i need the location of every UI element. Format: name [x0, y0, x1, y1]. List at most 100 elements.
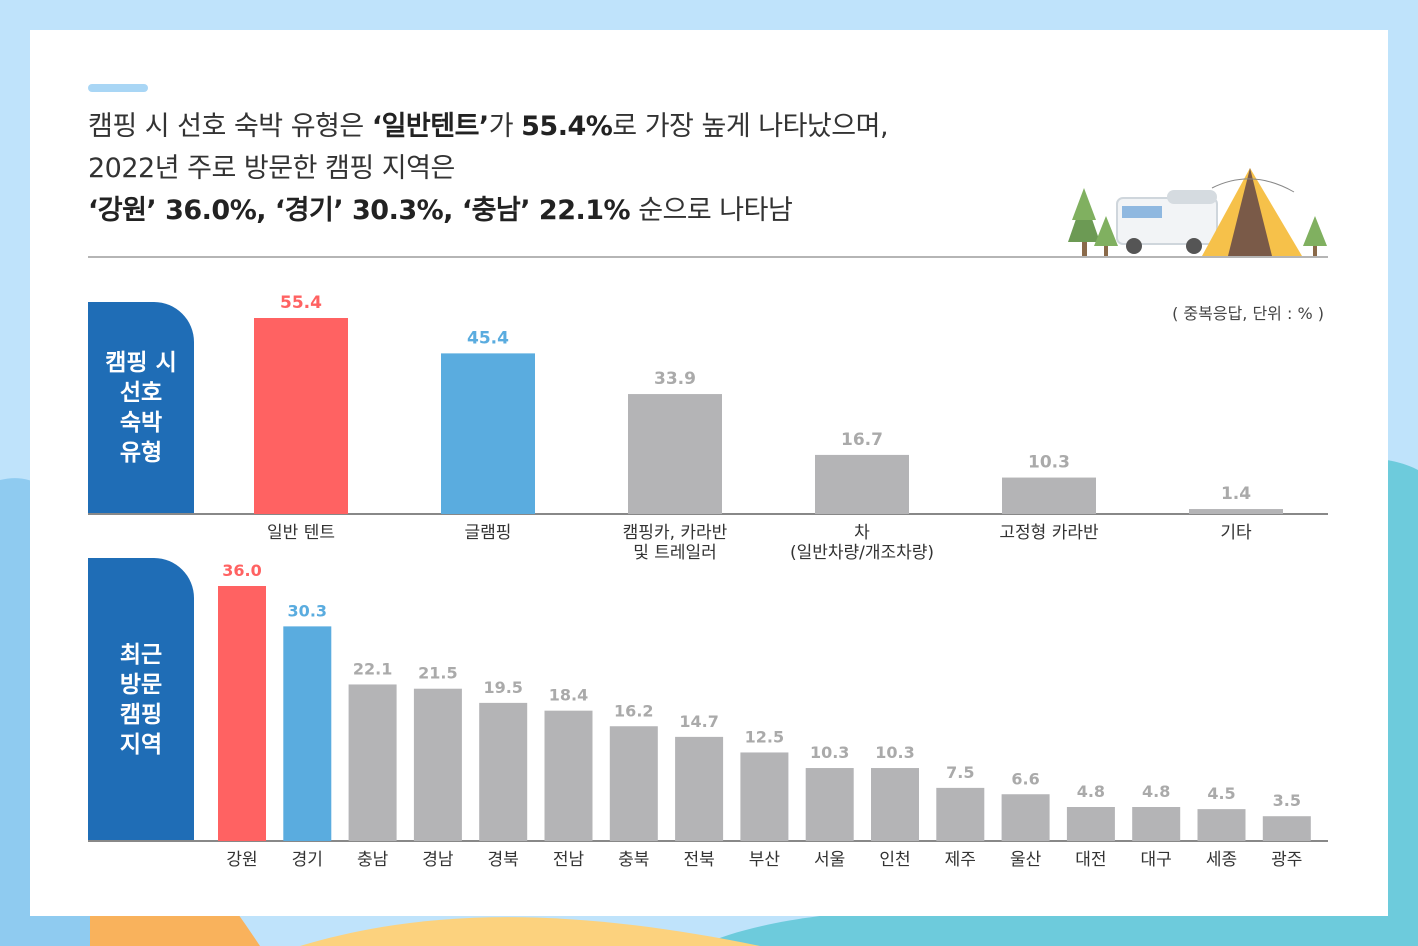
data-label: 45.4 [467, 328, 509, 348]
category-label: 글램핑 [465, 523, 512, 543]
category-label: 일반 텐트 [267, 523, 335, 543]
bar [871, 768, 919, 841]
label-line: 캠핑 [119, 701, 163, 728]
headline-text: 순으로 나타남 [630, 195, 793, 226]
label-line: 방문 [119, 671, 163, 698]
data-label: 14.7 [679, 712, 718, 731]
data-label: 4.8 [1077, 782, 1105, 801]
tree-icon [1303, 216, 1327, 256]
data-label: 1.4 [1221, 484, 1251, 504]
data-label: 18.4 [549, 686, 588, 705]
bar [675, 736, 724, 841]
accent-bar [88, 84, 148, 92]
data-label: 4.5 [1207, 784, 1235, 803]
headline-text: 캠핑 시 선호 숙박 유형은 [88, 111, 372, 142]
headline-emphasis: 55.4% [521, 111, 613, 142]
data-label: 55.4 [280, 293, 322, 313]
section-label-accommodation: 캠핑 시 선호 숙박 유형 [88, 302, 194, 514]
category-label: 차 [854, 523, 870, 543]
headline-line-2: 2022년 주로 방문한 캠핑 지역은 [88, 153, 455, 184]
category-label: 고정형 카라반 [999, 523, 1099, 543]
category-label: 경기 [292, 850, 323, 870]
bar [1132, 807, 1181, 841]
data-label: 12.5 [745, 727, 784, 746]
bar [218, 586, 266, 841]
bar [1197, 809, 1246, 841]
category-label: 세종 [1206, 850, 1237, 870]
headline-text: 로 가장 높게 나타났으며, [612, 111, 889, 142]
headline: 캠핑 시 선호 숙박 유형은 ‘일반텐트’가 55.4%로 가장 높게 나타났으… [88, 106, 1088, 232]
label-line: 숙박 [119, 410, 163, 436]
bar [283, 626, 332, 841]
section-label-text: 캠핑 시 선호 숙박 유형 [105, 348, 177, 468]
data-label: 16.2 [614, 701, 653, 720]
bar [254, 318, 348, 514]
headline-text: 가 [488, 111, 522, 142]
bar [740, 752, 789, 841]
tree-icon [1094, 216, 1118, 256]
data-label: 21.5 [418, 664, 457, 683]
bar [1001, 794, 1050, 841]
bar [413, 688, 462, 841]
bar [1262, 816, 1311, 841]
bar [1002, 477, 1096, 514]
bar [348, 684, 397, 841]
bar [936, 787, 985, 841]
data-label: 10.3 [875, 743, 914, 762]
category-label: 부산 [749, 850, 781, 870]
category-label: 제주 [945, 850, 976, 870]
data-label: 16.7 [841, 430, 883, 450]
unit-note: ( 중복응답, 단위 : % ) [1172, 304, 1324, 323]
bar [544, 710, 593, 841]
bar [805, 768, 854, 841]
camping-illustration [1068, 168, 1327, 256]
header-divider [88, 256, 1328, 258]
category-label: (일반차량/개조차량) [790, 543, 934, 563]
category-label: 전남 [553, 850, 585, 870]
headline-emphasis: ‘일반텐트’ [371, 111, 489, 142]
label-line: 캠핑 시 [105, 350, 177, 376]
category-label: 충북 [618, 850, 649, 870]
tree-icon [1068, 188, 1100, 256]
bar [628, 394, 722, 514]
category-label: 인천 [879, 850, 910, 870]
label-line: 유형 [119, 440, 163, 466]
data-label: 3.5 [1273, 791, 1301, 810]
camper-van-icon [1116, 190, 1218, 254]
data-label: 10.3 [810, 743, 849, 762]
category-label: 충남 [357, 850, 389, 870]
category-label: 경남 [422, 850, 454, 870]
data-label: 10.3 [1028, 453, 1070, 473]
label-line: 선호 [119, 380, 163, 406]
sand-shape-bottom [300, 917, 760, 946]
label-line: 지역 [119, 731, 163, 758]
category-label: 전북 [683, 850, 714, 870]
data-label: 30.3 [288, 601, 327, 620]
bar [1189, 509, 1283, 514]
data-label: 19.5 [483, 678, 522, 697]
headline-line-1: 캠핑 시 선호 숙박 유형은 ‘일반텐트’가 55.4%로 가장 높게 나타났으… [88, 106, 1088, 148]
category-label: 강원 [226, 850, 257, 870]
category-label: 캠핑카, 카라반 [623, 523, 728, 543]
headline-emphasis: ‘강원’ 36.0%, ‘경기’ 30.3%, ‘충남’ 22.1% [88, 195, 631, 226]
section-label-region: 최근 방문 캠핑 지역 [88, 558, 194, 841]
section-label-text: 최근 방문 캠핑 지역 [120, 640, 162, 760]
bar [815, 454, 909, 514]
bar [441, 353, 535, 514]
category-label: 울산 [1010, 850, 1042, 870]
category-label: 광주 [1271, 850, 1302, 870]
data-label: 36.0 [222, 561, 261, 580]
label-line: 최근 [119, 641, 163, 668]
category-label: 서울 [814, 850, 845, 870]
bar [479, 702, 528, 841]
tent-icon [1202, 168, 1302, 256]
headline-line-3: ‘강원’ 36.0%, ‘경기’ 30.3%, ‘충남’ 22.1% 순으로 나… [88, 190, 1088, 232]
category-label: 경북 [488, 850, 519, 870]
data-label: 22.1 [353, 659, 392, 678]
data-label: 6.6 [1011, 769, 1039, 788]
bar [1066, 807, 1115, 841]
data-label: 33.9 [654, 369, 696, 389]
data-label: 7.5 [946, 763, 974, 782]
